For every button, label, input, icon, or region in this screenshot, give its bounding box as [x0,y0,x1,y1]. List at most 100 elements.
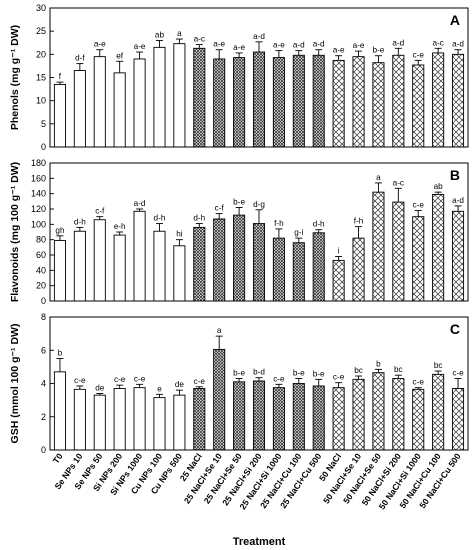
significance-letter-a-13: a-d [313,40,325,49]
bar-c-12 [292,383,305,451]
y-tick-label-b: 180 [31,158,46,168]
significance-letter-b-18: c-e [413,201,425,210]
error-bar-b-17 [394,187,402,203]
error-bars-c [56,335,462,398]
plot-frame-c [49,316,469,451]
error-bar-b-1 [76,226,84,232]
x-category-label-0: T0 [51,451,65,465]
significance-letter-c-19: bc [434,361,443,370]
error-bars-b [56,182,462,261]
y-tick-label-b: 40 [36,265,46,275]
y-tick-label-a: 15 [36,73,46,83]
error-bar-c-14 [335,382,343,388]
error-bar-a-8 [215,49,223,59]
significance-letter-b-9: b-e [233,197,245,206]
y-tick-label-b: 20 [36,281,46,291]
bar-c-13 [312,385,325,451]
error-bar-c-16 [374,368,382,373]
error-bar-b-3 [116,231,124,236]
error-bar-b-10 [255,209,263,224]
panel-a: f d-f a-e ef a-e ab a a-c a-e a-e a-d a-e a-d a-d a-e a… [9,3,469,152]
significance-letter-c-1: c-e [74,376,86,385]
significance-letter-a-5: ab [155,30,165,39]
error-bar-c-19 [434,370,442,375]
y-tick-label-c: 8 [41,312,46,322]
error-bar-a-16 [374,55,382,63]
y-tick-label-c: 6 [41,345,46,355]
significance-letter-c-20: c-e [452,369,464,378]
y-tick-label-b: 140 [31,189,46,199]
error-bars-a [56,38,462,85]
bar-b-16 [372,191,385,302]
significance-letter-b-15: f-h [354,217,364,226]
significance-letter-c-14: c-e [333,373,345,382]
error-bar-b-14 [335,256,343,261]
significance-letter-b-12: g-i [294,228,303,237]
significance-letter-b-6: hi [176,230,183,239]
error-bar-c-18 [414,387,422,390]
error-bar-b-20 [454,205,462,212]
bar-a-3 [113,72,126,148]
bar-b-12 [292,242,305,302]
error-bar-b-15 [355,226,363,239]
significance-letter-b-2: c-f [95,207,105,216]
error-bar-c-6 [175,389,183,396]
significance-letter-c-5: e [157,384,162,393]
bar-a-13 [312,54,325,148]
error-bar-a-11 [275,50,283,58]
significance-letter-b-17: a-c [393,178,404,187]
significance-letter-a-12: a-d [293,41,305,50]
error-bar-a-14 [335,55,343,61]
bar-a-8 [213,58,226,148]
bar-b-10 [252,223,266,302]
plot-frame-a [49,7,469,148]
y-tick-label-b: 60 [36,250,46,260]
significance-letter-b-4: a-d [134,199,146,208]
error-bar-c-10 [255,377,263,382]
error-bar-a-1 [76,63,84,71]
error-bar-a-15 [355,50,363,57]
bar-b-13 [312,232,325,302]
significance-letter-b-3: e-h [114,222,126,231]
significance-letter-a-2: a-e [94,40,106,49]
bar-a-0 [53,83,66,148]
error-bar-c-8 [215,335,223,350]
y-tick-label-a: 0 [41,142,46,152]
error-bar-b-5 [155,223,163,232]
bar-a-11 [272,57,285,148]
bar-a-15 [352,56,365,148]
panel-b: gh d-h c-f e-h a-d d-h hi d-h c-f b-e d-g f-h g-i d-h… [9,158,469,306]
significance-letters-c: b c-e de c-e c-e e de c-e a b-e b-d c-e b-e b-e c-e bc b… [58,326,465,393]
bar-b-8 [213,218,226,302]
bar-a-10 [252,51,266,148]
error-bar-c-0 [56,358,64,372]
y-tick-label-a: 10 [36,96,46,106]
panel-label-a: A [450,12,460,28]
significance-letter-b-19: ab [434,182,444,191]
significance-letters-b: gh d-h c-f e-h a-d d-h hi d-h c-f b-e d-g f-h g-i d-h… [55,173,464,256]
x-axis-label: Treatment [233,536,286,548]
significance-letter-b-10: d-g [253,200,265,209]
significance-letter-b-5: d-h [154,214,166,223]
bar-c-20 [452,388,465,451]
y-tick-label-c: 4 [41,379,46,389]
error-bar-b-11 [275,228,283,239]
error-bar-a-7 [195,44,203,49]
error-bar-a-2 [96,49,104,57]
error-bar-b-19 [434,191,442,195]
error-bar-b-16 [374,182,382,193]
error-bar-c-2 [96,393,104,396]
bar-c-3 [113,388,126,451]
error-bar-a-17 [394,47,402,56]
error-bar-a-3 [116,60,124,73]
bar-c-15 [352,378,365,451]
error-bar-c-1 [76,385,84,390]
bar-c-16 [372,372,385,451]
bar-c-0 [53,371,66,451]
error-bar-b-18 [414,210,422,217]
significance-letter-a-4: a-e [134,42,146,51]
bar-c-5 [153,397,166,451]
significance-letter-c-16: b [376,359,381,368]
y-axis-b: 0 20 40 60 80 100 120 140 160 180 [31,158,54,306]
panel-c: b c-e de c-e c-e e de c-e a b-e b-d c-e b-e b-e c-e bc b… [9,312,469,455]
